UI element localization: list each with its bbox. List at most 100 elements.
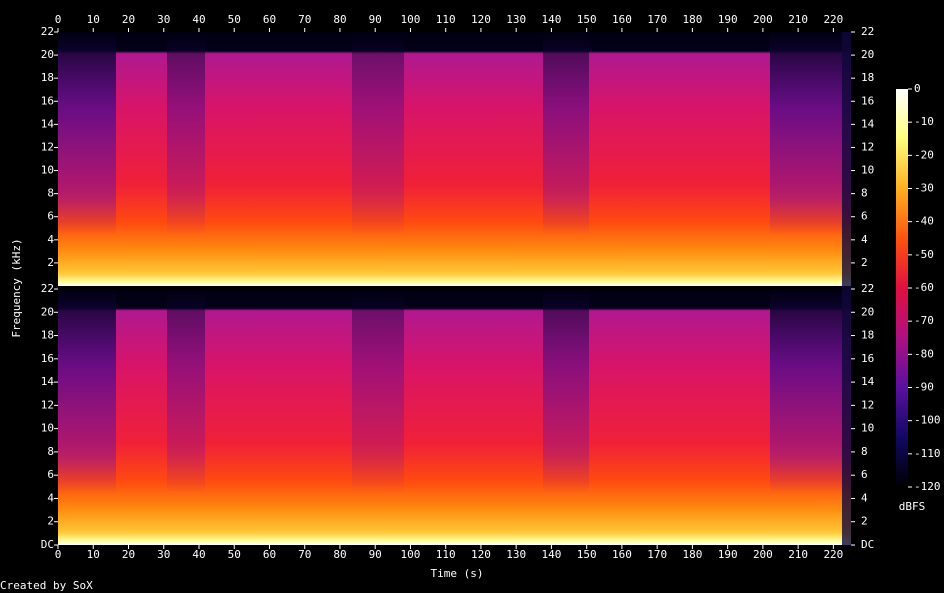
y-tick-label: 12: [41, 398, 54, 411]
quiet-region: [58, 289, 116, 545]
y-tick-label: 18: [41, 329, 54, 342]
x-tick-label: 0: [55, 13, 62, 26]
x-tick-label: 0: [55, 548, 62, 561]
y-tick-label: 6: [861, 210, 868, 223]
y-tick-label: 14: [861, 117, 875, 130]
x-tick-label: 30: [157, 548, 170, 561]
x-tick-label: 140: [541, 548, 561, 561]
x-tick-label: 80: [333, 13, 346, 26]
x-tick-label: 200: [753, 548, 773, 561]
quiet-regions: [58, 32, 851, 545]
quiet-region: [58, 32, 116, 286]
y-tick-label: 8: [861, 445, 868, 458]
quiet-region: [770, 32, 851, 286]
colorbar-tick-label: -90: [914, 381, 934, 394]
x-tick-label: 10: [87, 13, 100, 26]
quiet-region: [352, 289, 404, 545]
y-tick-label: 16: [861, 352, 874, 365]
x-tick-label: 180: [682, 13, 702, 26]
quiet-region: [543, 289, 589, 545]
colorbar-label: dBFS: [899, 500, 926, 513]
x-tick-label: 150: [577, 13, 597, 26]
x-tick-label: 70: [298, 13, 311, 26]
y-tick-label: 22: [861, 282, 874, 295]
y-tick-label: 14: [41, 375, 55, 388]
x-tick-label: 40: [192, 13, 205, 26]
x-tick-label: 140: [541, 13, 561, 26]
y-tick-label: 10: [861, 164, 874, 177]
y-tick-label: 10: [41, 164, 54, 177]
x-tick-label: 190: [718, 13, 738, 26]
x-tick-label: 200: [753, 13, 773, 26]
x-tick-label: 60: [263, 548, 276, 561]
y-tick-label: 14: [861, 375, 875, 388]
colorbar: [896, 89, 908, 487]
y-tick-label: 20: [41, 48, 54, 61]
x-tick-label: 50: [228, 13, 241, 26]
colorbar-tick-label: -20: [914, 148, 934, 161]
quiet-region: [543, 32, 589, 286]
quiet-region: [167, 32, 205, 286]
colorbar-tick-label: -70: [914, 314, 934, 327]
x-tick-label: 210: [788, 548, 808, 561]
y-tick-label: 2: [47, 515, 54, 528]
spectrogram-panels: [58, 32, 851, 545]
colorbar-tick-label: -10: [914, 115, 934, 128]
y-tick-label: 22: [41, 282, 54, 295]
x-tick-label: 210: [788, 13, 808, 26]
quiet-region: [352, 32, 404, 286]
colorbar-tick-label: -120: [914, 480, 941, 493]
quiet-region: [167, 289, 205, 545]
colorbar-tick-label: -100: [914, 414, 941, 427]
colorbar-tick-label: -50: [914, 248, 934, 261]
x-tick-label: 80: [333, 548, 346, 561]
y-tick-label: 6: [47, 210, 54, 223]
x-tick-label: 70: [298, 548, 311, 561]
y-tick-label: 18: [861, 329, 874, 342]
y-tick-label: 16: [861, 94, 874, 107]
y-tick-label: 8: [47, 445, 54, 458]
y-tick-label: 4: [47, 491, 54, 504]
colorbar-tick-label: -40: [914, 215, 934, 228]
quiet-region: [770, 289, 851, 545]
y-tick-label: 8: [861, 187, 868, 200]
x-tick-label: 20: [122, 13, 135, 26]
x-tick-label: 220: [823, 13, 843, 26]
x-tick-label: 120: [471, 13, 491, 26]
y-tick-label: 10: [41, 422, 54, 435]
colorbar-tick-label: -60: [914, 281, 934, 294]
x-tick-label: 180: [682, 548, 702, 561]
fade-out: [842, 32, 851, 545]
y-tick-label: 22: [861, 25, 874, 38]
colorbar-tick-label: -80: [914, 347, 934, 360]
x-tick-label: 10: [87, 548, 100, 561]
y-tick-label: 2: [861, 515, 868, 528]
y-tick-label: 2: [47, 256, 54, 269]
x-tick-label: 20: [122, 548, 135, 561]
y-tick-label: 6: [47, 468, 54, 481]
y-tick-label: 14: [41, 117, 55, 130]
x-tick-label: 190: [718, 548, 738, 561]
y-tick-label: 4: [861, 233, 868, 246]
colorbar-tick-label: 0: [914, 82, 921, 95]
y-tick-label: 10: [861, 422, 874, 435]
y-tick-label: 4: [861, 491, 868, 504]
x-axis-label: Time (s): [431, 567, 484, 580]
x-tick-label: 100: [401, 548, 421, 561]
y-tick-label: 20: [861, 305, 874, 318]
x-tick-label: 50: [228, 548, 241, 561]
y-tick-label: 12: [861, 398, 874, 411]
y-tick-label: 12: [41, 140, 54, 153]
y-tick-label: 18: [861, 71, 874, 84]
colorbar-tick-label: -110: [914, 447, 941, 460]
x-tick-label: 100: [401, 13, 421, 26]
x-tick-label: 170: [647, 13, 667, 26]
y-tick-label: DC: [861, 538, 874, 551]
y-tick-label: 16: [41, 94, 54, 107]
x-tick-label: 90: [369, 548, 382, 561]
y-tick-label: 6: [861, 468, 868, 481]
x-tick-label: 90: [369, 13, 382, 26]
x-tick-label: 220: [823, 548, 843, 561]
x-tick-label: 130: [506, 13, 526, 26]
